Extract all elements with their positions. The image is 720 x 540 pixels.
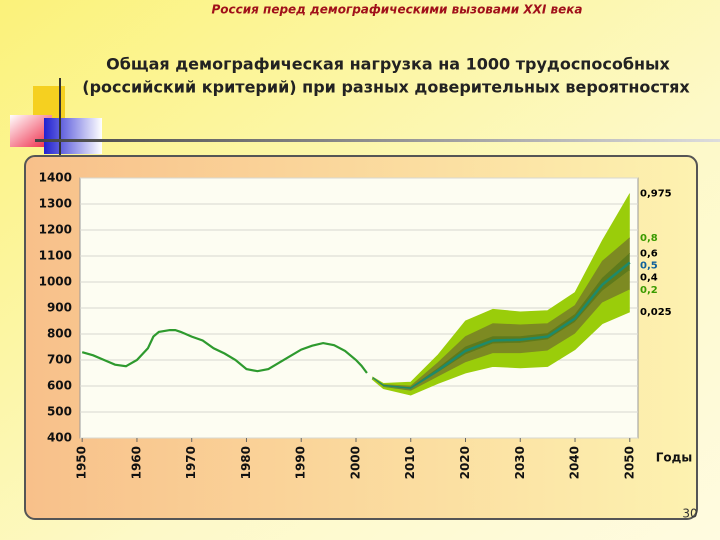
x-tick-label: 2040 [568,446,582,479]
y-tick-label: 1200 [39,223,72,237]
x-tick-label: 2000 [348,446,362,479]
y-tick-label: 800 [47,327,72,341]
y-tick-label: 1400 [39,171,72,185]
quantile-line [372,289,630,392]
quantile-label: 0,5 [640,260,658,271]
quantile-line [372,269,631,390]
quantile-label: 0,975 [640,189,672,200]
slide-number: 30 [682,507,697,521]
x-tick-label: 1960 [129,446,143,479]
quantile-line [372,193,631,384]
decor-line [35,139,720,142]
x-tick-label: 1990 [294,446,308,479]
quantile-line [372,311,630,396]
decor-square [44,118,102,154]
x-tick-label: 2010 [403,446,417,479]
x-tick-label: 2020 [458,446,472,479]
y-tick-label: 1000 [39,275,72,289]
x-tick-label: 2050 [622,446,636,479]
y-tick-label: 1300 [39,197,72,211]
x-axis-label: Годы [656,451,692,465]
y-tick-label: 600 [47,379,72,393]
band-fill [372,193,630,386]
x-tick-label: 1980 [239,446,253,479]
y-tick-label: 400 [47,431,72,445]
x-tick-label: 1950 [75,446,89,479]
y-tick-label: 500 [47,405,72,419]
quantile-line [372,237,631,387]
y-tick-label: 900 [47,301,72,315]
history-line [81,329,368,374]
x-tick-label: 1970 [184,446,198,479]
quantile-label: 0,2 [640,285,658,296]
quantile-label: 0,6 [640,248,658,259]
quantile-label: 0,025 [640,307,672,318]
y-tick-label: 1100 [39,249,72,263]
chart-title: (российский критерий) при разных доверит… [82,78,690,97]
x-tick-label: 2030 [513,446,527,479]
quantile-label: 0,4 [640,272,658,283]
quantile-line [371,261,631,390]
band-fill [372,289,630,396]
y-tick-label: 700 [47,353,72,367]
header: Россия перед демографическими вызовами X… [211,3,582,17]
chart-title: Общая демографическая нагрузка на 1000 т… [106,55,670,74]
quantile-label: 0,8 [640,233,658,244]
